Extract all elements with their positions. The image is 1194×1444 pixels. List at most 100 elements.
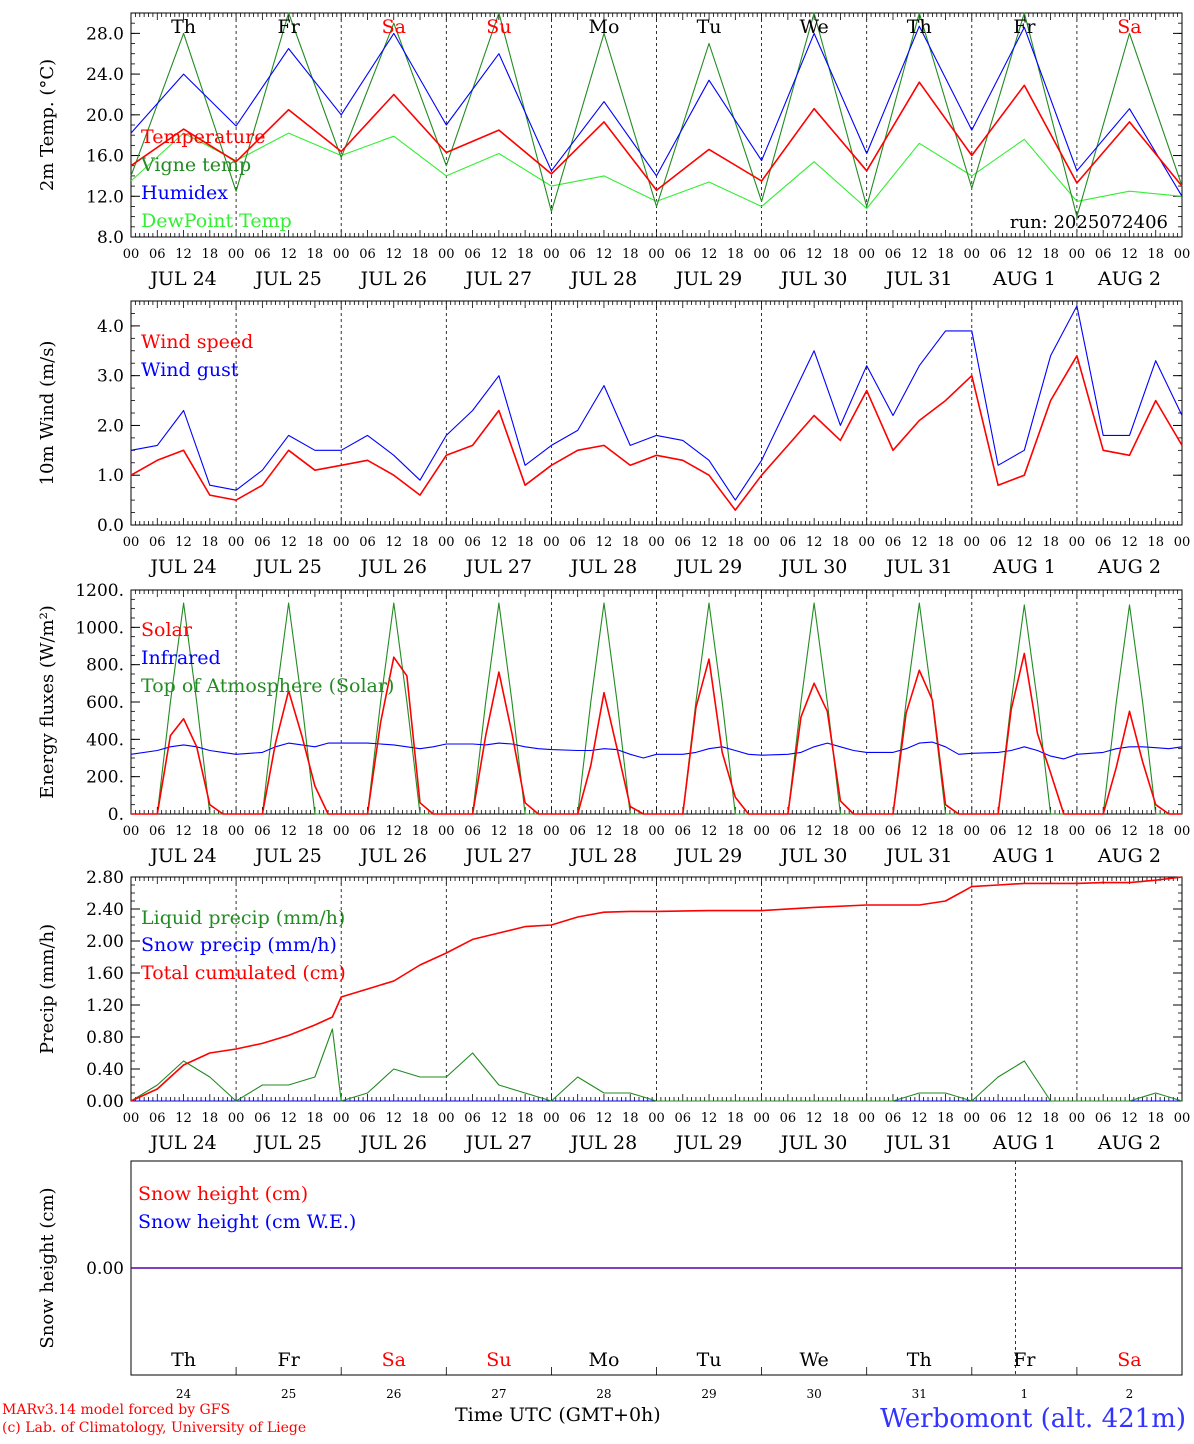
hour-tick-label: 12: [911, 535, 928, 550]
y-tick-label: 16.0: [86, 147, 124, 167]
hour-tick-label: 00: [753, 535, 770, 550]
date-label: JUL 27: [464, 845, 532, 867]
hour-tick-label: 00: [1174, 824, 1191, 839]
hour-tick-label: 00: [648, 1111, 665, 1126]
plot-frame: [130, 12, 1183, 238]
hour-tick-label: 00: [333, 824, 350, 839]
date-label: AUG 1: [992, 268, 1056, 290]
hour-tick-label: 18: [307, 1111, 324, 1126]
panel-4: 00 06 12 18 00 06 12 18 00 06 12 18 00 06 12 18 00 06 12 18…: [37, 868, 1190, 1154]
hour-tick-label: 18: [1042, 247, 1059, 262]
hour-tick-label: 18: [517, 1111, 534, 1126]
hour-tick-label: 18: [1147, 824, 1164, 839]
date-label: JUL 30: [779, 845, 847, 867]
hour-tick-label: 00: [438, 247, 455, 262]
y-tick-label: 2.0: [97, 416, 124, 436]
hour-tick-label: 12: [596, 824, 613, 839]
y-tick-label: 0.40: [86, 1060, 124, 1080]
station-name: Werbomont (alt. 421m): [880, 1404, 1186, 1434]
hour-tick-label: 00: [333, 247, 350, 262]
hour-tick-label: 18: [202, 824, 219, 839]
hour-tick-label: 00: [123, 535, 140, 550]
day-number-label: 24: [176, 1387, 192, 1401]
hour-tick-label: 06: [990, 535, 1007, 550]
hour-tick-label: 00: [1174, 535, 1191, 550]
date-label: JUL 24: [148, 1132, 216, 1154]
hour-tick-label: 06: [149, 824, 166, 839]
hour-tick-label: 12: [175, 247, 192, 262]
y-tick-label: 0.0: [97, 516, 124, 536]
panel-3: 00 06 12 18 00 06 12 18 00 06 12 18 00 06 12 18 00 06 12 18…: [37, 581, 1190, 867]
hour-tick-label: 06: [675, 535, 692, 550]
date-label: JUL 28: [569, 268, 637, 290]
date-label: JUL 29: [674, 268, 742, 290]
hour-tick-label: 00: [228, 1111, 245, 1126]
hour-tick-label: 00: [964, 535, 981, 550]
hour-tick-label: 00: [333, 535, 350, 550]
day-number-label: 25: [281, 1387, 296, 1401]
hour-tick-label: 12: [280, 247, 297, 262]
y-tick-label: 400.: [86, 730, 124, 750]
hour-tick-label: 06: [885, 1111, 902, 1126]
date-label: JUL 24: [148, 845, 216, 867]
date-label: JUL 31: [884, 268, 952, 290]
hour-tick-label: 18: [1147, 247, 1164, 262]
hour-tick-label: 00: [438, 1111, 455, 1126]
hour-tick-label: 00: [438, 824, 455, 839]
y-axis-label: 2m Temp. (°C): [37, 59, 58, 191]
hour-tick-label: 12: [175, 1111, 192, 1126]
hour-tick-label: 06: [1095, 247, 1112, 262]
series-line-solar: [131, 652, 1182, 815]
hour-tick-label: 18: [937, 824, 954, 839]
date-label: JUL 28: [569, 845, 637, 867]
series-line-infrared: [130, 741, 1183, 760]
hour-tick-label: 06: [149, 1111, 166, 1126]
hour-tick-label: 00: [228, 247, 245, 262]
hour-tick-label: 12: [280, 535, 297, 550]
hour-tick-label: 12: [175, 824, 192, 839]
hour-tick-label: 12: [491, 535, 508, 550]
date-label: AUG 1: [992, 845, 1056, 867]
series-line-wind-gust: [130, 305, 1183, 501]
hour-tick-label: 12: [1016, 1111, 1033, 1126]
hour-tick-label: 12: [806, 535, 823, 550]
hour-tick-label: 12: [175, 535, 192, 550]
hour-tick-label: 00: [858, 535, 875, 550]
hour-tick-label: 18: [517, 535, 534, 550]
hour-tick-label: 00: [333, 1111, 350, 1126]
hour-tick-label: 12: [1016, 824, 1033, 839]
hour-tick-label: 00: [753, 1111, 770, 1126]
hour-tick-label: 00: [1174, 247, 1191, 262]
weekday-label: We: [800, 16, 829, 38]
hour-tick-label: 06: [1095, 824, 1112, 839]
hour-tick-label: 18: [1147, 1111, 1164, 1126]
y-tick-label: 200.: [86, 768, 124, 788]
hour-tick-label: 18: [832, 247, 849, 262]
hour-tick-label: 18: [412, 1111, 429, 1126]
weekday-label: Su: [486, 16, 511, 38]
hour-tick-label: 06: [254, 824, 271, 839]
hour-tick-label: 06: [990, 824, 1007, 839]
hour-tick-label: 06: [569, 1111, 586, 1126]
hour-tick-label: 18: [832, 535, 849, 550]
date-label: JUL 29: [674, 556, 742, 578]
date-label: JUL 29: [674, 1132, 742, 1154]
run-label: run: 2025072406: [1010, 212, 1168, 233]
legend-entry: Temperature: [141, 126, 265, 148]
hour-tick-label: 00: [123, 247, 140, 262]
weekday-label: Th: [171, 1349, 196, 1371]
hour-tick-label: 06: [149, 535, 166, 550]
date-label: JUL 26: [359, 1132, 427, 1154]
hour-tick-label: 12: [385, 247, 402, 262]
day-number-label: 26: [386, 1387, 401, 1401]
hour-tick-label: 18: [727, 535, 744, 550]
y-tick-label: 1.20: [86, 996, 124, 1016]
hour-tick-label: 00: [648, 535, 665, 550]
date-label: AUG 1: [992, 1132, 1056, 1154]
hour-tick-label: 00: [1174, 1111, 1191, 1126]
day-number-label: 1: [1021, 1387, 1029, 1401]
hour-tick-label: 06: [359, 824, 376, 839]
hour-tick-label: 00: [543, 535, 560, 550]
hour-tick-label: 00: [753, 247, 770, 262]
